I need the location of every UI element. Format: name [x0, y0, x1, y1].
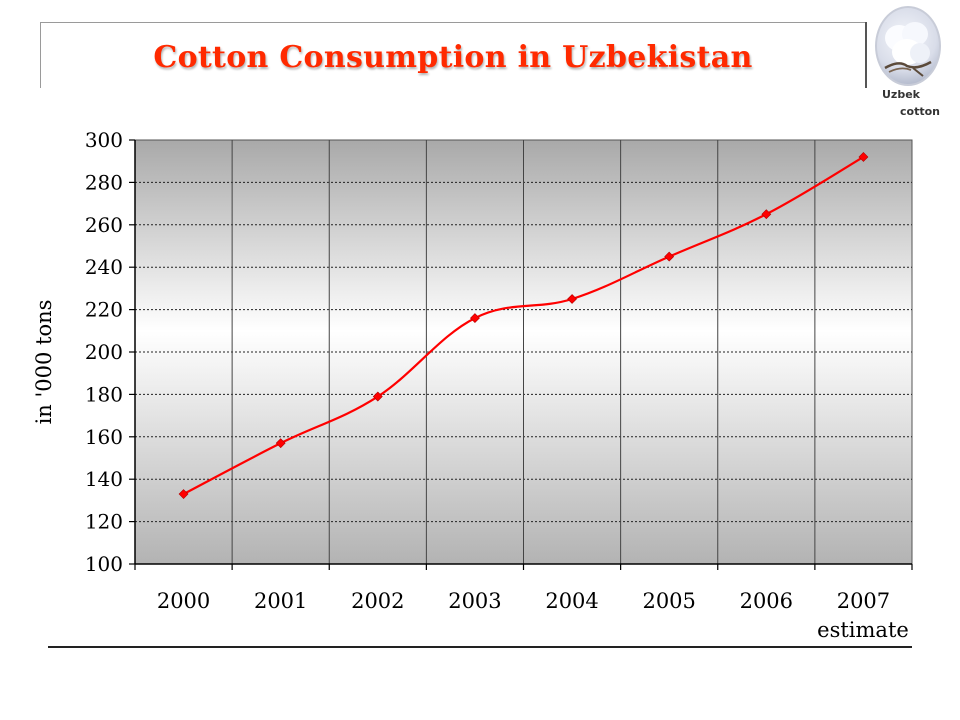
page-title: Cotton Consumption in Uzbekistan	[153, 40, 753, 75]
title-frame-right	[865, 22, 867, 88]
title-frame-left	[40, 22, 41, 88]
x-tick-label: 2002	[351, 589, 404, 613]
data-point	[275, 438, 286, 449]
data-point	[470, 313, 480, 324]
cotton-boll-icon	[875, 6, 941, 86]
x-axis-note-estimate: estimate	[817, 618, 909, 642]
data-point	[858, 152, 869, 162]
y-tick-label: 200	[85, 340, 123, 364]
x-tick-label: 2007	[837, 589, 890, 613]
data-point	[664, 251, 675, 262]
series-line	[183, 156, 864, 496]
x-tick-label: 2004	[545, 589, 598, 613]
data-point	[178, 489, 189, 499]
x-tick-label: 2006	[740, 589, 793, 613]
logo-text-cotton: cotton	[900, 105, 940, 118]
bottom-divider	[48, 646, 912, 648]
x-tick-label: 2003	[448, 589, 501, 613]
data-point	[372, 391, 383, 402]
y-tick-label: 260	[85, 213, 123, 237]
y-tick-label: 300	[85, 128, 123, 152]
y-tick-label: 180	[85, 382, 123, 406]
y-tick-label: 280	[85, 170, 123, 194]
logo-text-uzbek: Uzbek	[882, 88, 920, 101]
x-tick-label: 2005	[642, 589, 695, 613]
x-tick-label: 2000	[157, 589, 210, 613]
data-point	[567, 294, 577, 304]
y-tick-label: 120	[85, 510, 123, 534]
y-tick-label: 220	[85, 298, 123, 322]
title-frame-top	[40, 22, 866, 23]
x-tick-label: 2001	[254, 589, 307, 613]
y-tick-label: 100	[85, 552, 123, 576]
y-tick-label: 140	[85, 467, 123, 491]
y-axis-label: in '000 tons	[32, 300, 56, 425]
data-point	[761, 209, 772, 220]
y-tick-label: 240	[85, 255, 123, 279]
y-tick-label: 160	[85, 425, 123, 449]
uzbek-cotton-logo: Uzbek cotton	[872, 4, 948, 122]
